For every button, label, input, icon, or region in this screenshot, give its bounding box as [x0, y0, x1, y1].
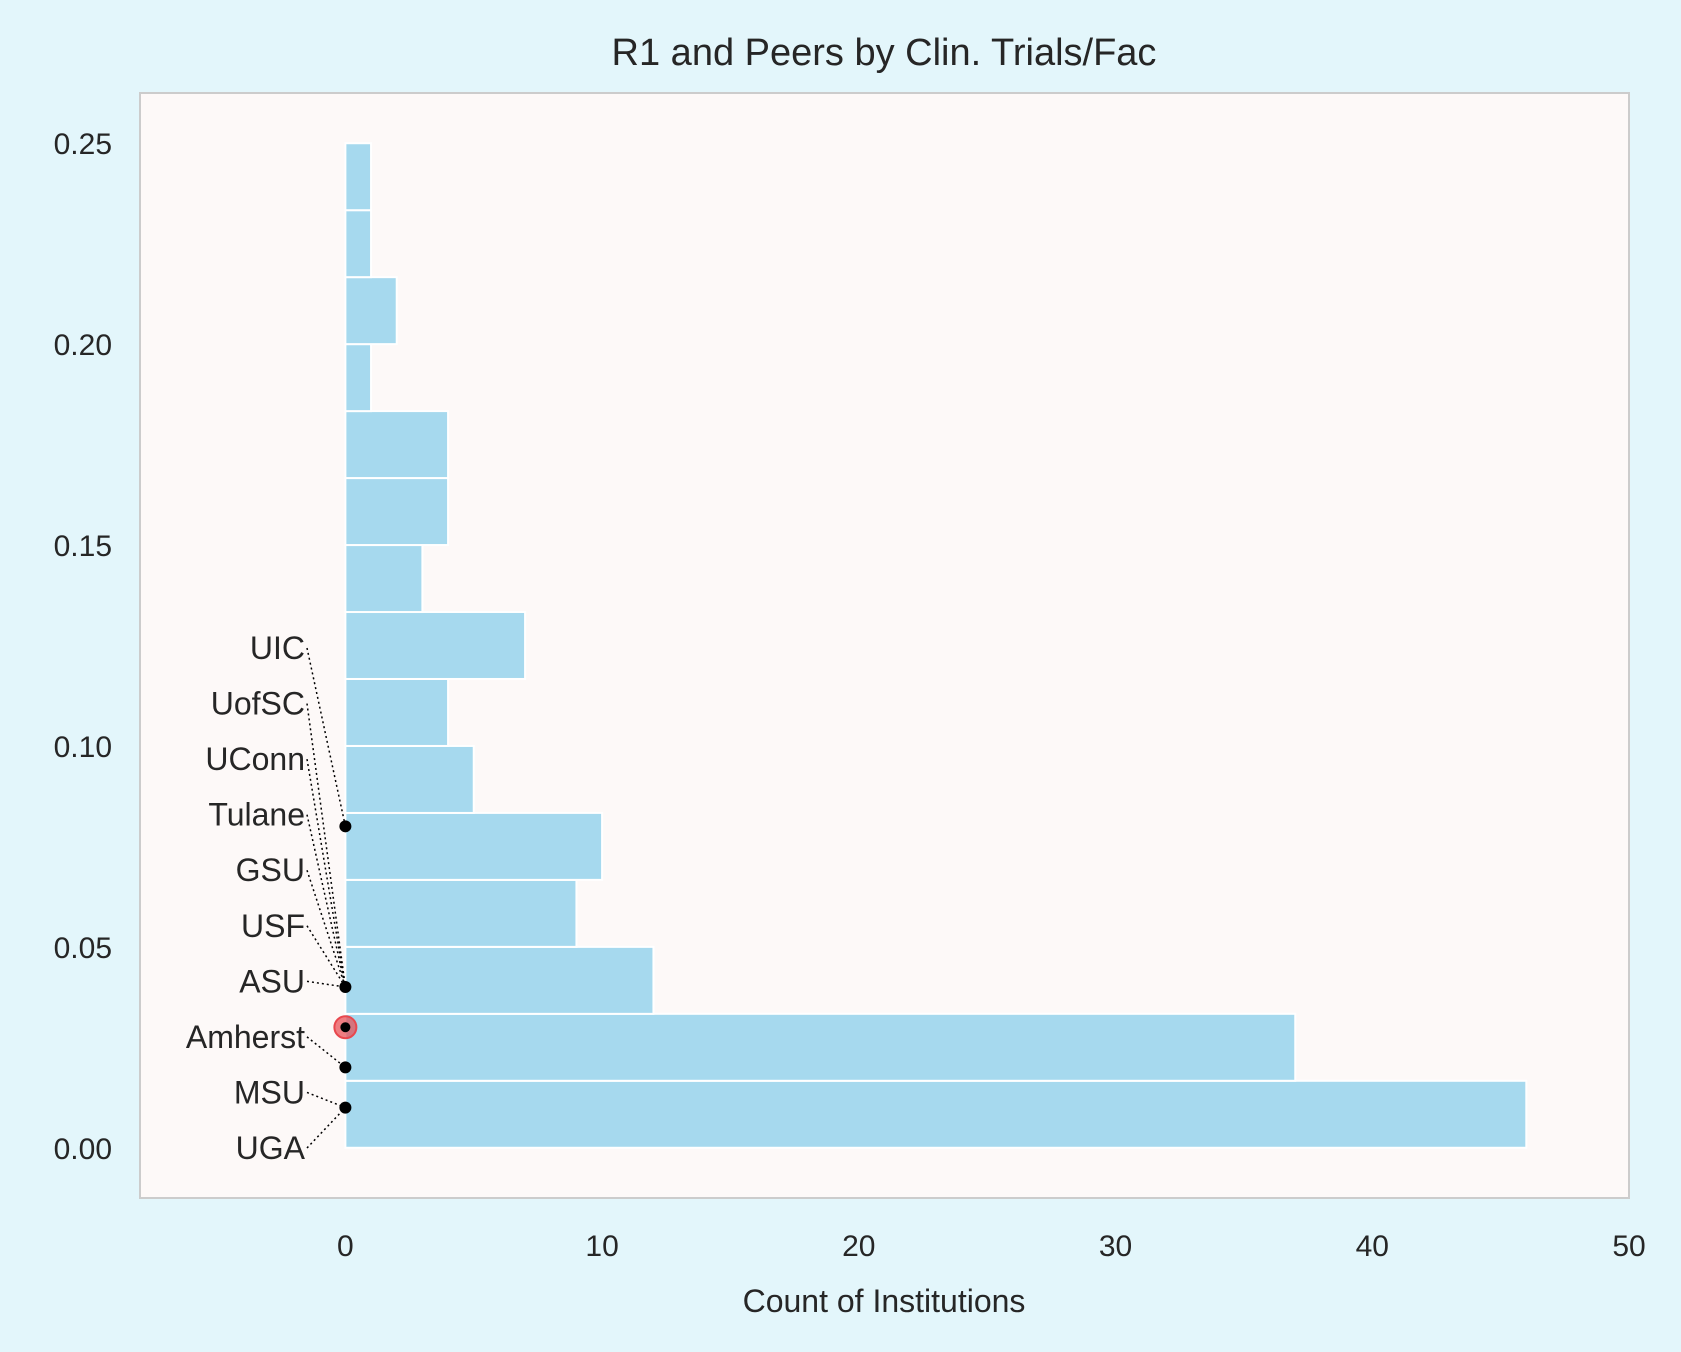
histogram-bar-4: [344, 811, 604, 881]
histogram-bar-6: [344, 677, 450, 747]
histogram-bar-3: [344, 878, 578, 948]
y-tick-label: 0.10: [54, 731, 112, 764]
histogram-bar-0: [344, 1079, 1528, 1149]
institution-point: [339, 1061, 352, 1074]
connectors-group: [306, 647, 347, 1149]
highlight-point-center: [340, 1022, 351, 1033]
histogram-bar-8: [344, 544, 424, 614]
connector-line: [306, 1036, 346, 1068]
histogram-bar-11: [344, 343, 373, 413]
plot-frame: [139, 92, 1630, 1199]
institution-label-uofsc: UofSC: [211, 686, 305, 722]
institution-label-asu: ASU: [239, 963, 305, 999]
histogram-bar-12: [344, 276, 398, 346]
institution-point: [339, 820, 352, 833]
x-tick-label: 30: [1099, 1230, 1132, 1263]
histogram-bar-2: [344, 945, 655, 1015]
connector-line: [306, 925, 347, 988]
x-tick-label: 0: [337, 1230, 354, 1263]
institution-labels: UIC UofSC UConn Tulane GSU USF ASU Amherst MSU UG…: [186, 630, 306, 1166]
institution-label-uic: UIC: [250, 630, 305, 666]
connector-line: [306, 869, 347, 988]
histogram-bar-5: [344, 744, 475, 814]
y-tick-labels: 0.00 0.05 0.10 0.15 0.20 0.25: [54, 128, 112, 1166]
institution-point: [339, 1101, 352, 1114]
points-group: [333, 820, 358, 1114]
institution-label-usf: USF: [241, 908, 305, 944]
histogram-bar-1: [344, 1012, 1297, 1082]
institution-label-msu: MSU: [234, 1074, 305, 1110]
connector-line: [306, 647, 347, 827]
x-tick-label: 40: [1356, 1230, 1389, 1263]
y-tick-label: 0.05: [54, 932, 112, 965]
x-tick-label: 20: [842, 1230, 875, 1263]
histogram-bar-7: [344, 610, 527, 680]
institution-point: [339, 981, 352, 994]
y-tick-label: 0.20: [54, 329, 112, 362]
x-axis-title: Count of Institutions: [743, 1283, 1026, 1319]
institution-label-tulane: Tulane: [208, 797, 305, 833]
y-tick-label: 0.25: [54, 128, 112, 161]
connector-line: [306, 758, 347, 988]
histogram-bar-10: [344, 410, 450, 480]
y-tick-label: 0.00: [54, 1133, 112, 1166]
connector-line: [306, 1091, 346, 1109]
institution-label-uga: UGA: [236, 1130, 306, 1166]
histogram-bar-9: [344, 477, 450, 547]
connector-line: [306, 980, 346, 988]
y-tick-label: 0.15: [54, 530, 112, 563]
bars-group: [344, 142, 1528, 1149]
histogram-bar-13: [344, 209, 373, 279]
chart-title: R1 and Peers by Clin. Trials/Fac: [612, 32, 1157, 74]
institution-label-uconn: UConn: [205, 741, 305, 777]
connector-line: [306, 1107, 346, 1149]
x-tick-label: 50: [1612, 1230, 1645, 1263]
institution-label-amherst: Amherst: [186, 1019, 305, 1055]
histogram-bar-14: [344, 142, 373, 212]
institution-label-gsu: GSU: [236, 852, 305, 888]
x-tick-labels: 0 10 20 30 40 50: [337, 1230, 1646, 1263]
x-tick-label: 10: [585, 1230, 618, 1263]
